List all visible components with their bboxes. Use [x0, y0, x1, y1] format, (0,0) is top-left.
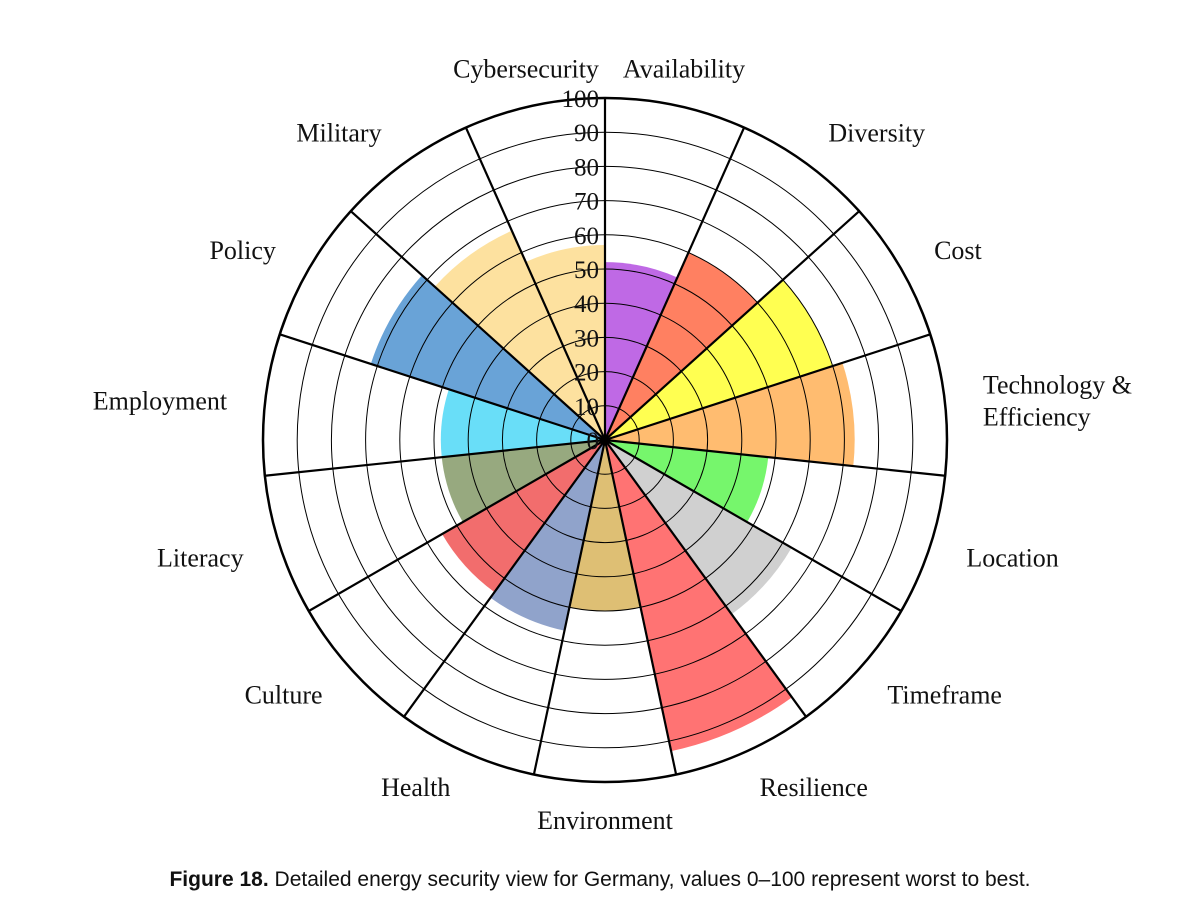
- r-tick-label: 80: [574, 154, 599, 181]
- r-tick-label: 70: [574, 189, 599, 216]
- wedge-technology-efficiency: [605, 362, 855, 467]
- figure-caption: Figure 18. Detailed energy security view…: [0, 868, 1200, 892]
- wedge-environment: [569, 440, 641, 611]
- spoke-line: [264, 438, 606, 477]
- r-tick-label: 10: [574, 394, 599, 421]
- spoke-line: [603, 127, 746, 441]
- wedge-cybersecurity: [525, 245, 605, 440]
- spoke-line: [603, 439, 678, 775]
- category-label-availability: Availability: [623, 54, 745, 83]
- spoke-line: [279, 333, 606, 442]
- wedge-culture: [442, 440, 605, 593]
- category-label-literacy: Literacy: [157, 543, 244, 572]
- spoke-line: [308, 439, 606, 612]
- wedge-health: [490, 440, 605, 631]
- r-tick-label: 0: [587, 428, 600, 455]
- spoke-line: [350, 210, 606, 441]
- spoke-line: [464, 127, 607, 441]
- category-label-timeframe: Timeframe: [887, 680, 1002, 709]
- spoke-line: [403, 439, 606, 718]
- category-label-culture: Culture: [245, 680, 323, 709]
- r-tick-label: 100: [562, 86, 600, 113]
- wedge-policy: [370, 275, 605, 440]
- wedge-resilience: [605, 440, 792, 752]
- r-tick-label: 40: [574, 291, 599, 318]
- category-label-environment: Environment: [537, 806, 674, 835]
- wedge-availability: [605, 262, 678, 440]
- spoke-layer: [264, 98, 946, 775]
- wedge-employment: [440, 389, 605, 458]
- category-label-layer: Availability Diversity Cost Technology & Eff…: [93, 54, 1132, 835]
- wedge-layer: [370, 230, 855, 752]
- wedge-cost: [605, 279, 833, 440]
- wedge-timeframe: [605, 440, 792, 615]
- category-label-technology-efficiency: Technology & Efficiency: [983, 370, 1132, 431]
- category-label-cybersecurity: Cybersecurity: [453, 54, 599, 83]
- category-label-diversity: Diversity: [828, 119, 925, 148]
- wedge-military: [434, 230, 605, 440]
- spoke-line: [532, 439, 607, 775]
- category-label-health: Health: [381, 773, 450, 802]
- spoke-line: [604, 333, 931, 442]
- spoke-line: [604, 439, 902, 612]
- spoke-line: [604, 439, 807, 718]
- r-tick-label: 60: [574, 223, 599, 250]
- wedge-diversity: [605, 252, 758, 440]
- caption-label: Figure 18.: [169, 868, 269, 891]
- r-tick-label: 90: [574, 120, 599, 147]
- spoke-line: [604, 210, 860, 441]
- tick-label-layer: 0 10 20 30 40 50 60 70 80 90 100: [562, 86, 600, 455]
- r-tick-label: 50: [574, 257, 599, 284]
- category-label-resilience: Resilience: [760, 773, 868, 802]
- caption-text: Detailed energy security view for German…: [274, 868, 1031, 891]
- category-label-military: Military: [296, 119, 381, 148]
- r-tick-label: 20: [574, 360, 599, 387]
- category-label-location: Location: [966, 543, 1058, 572]
- r-tick-label: 30: [574, 325, 599, 352]
- category-label-employment: Employment: [93, 386, 228, 415]
- category-label-cost: Cost: [934, 236, 982, 265]
- spoke-line: [604, 438, 946, 477]
- category-label-policy: Policy: [209, 236, 275, 265]
